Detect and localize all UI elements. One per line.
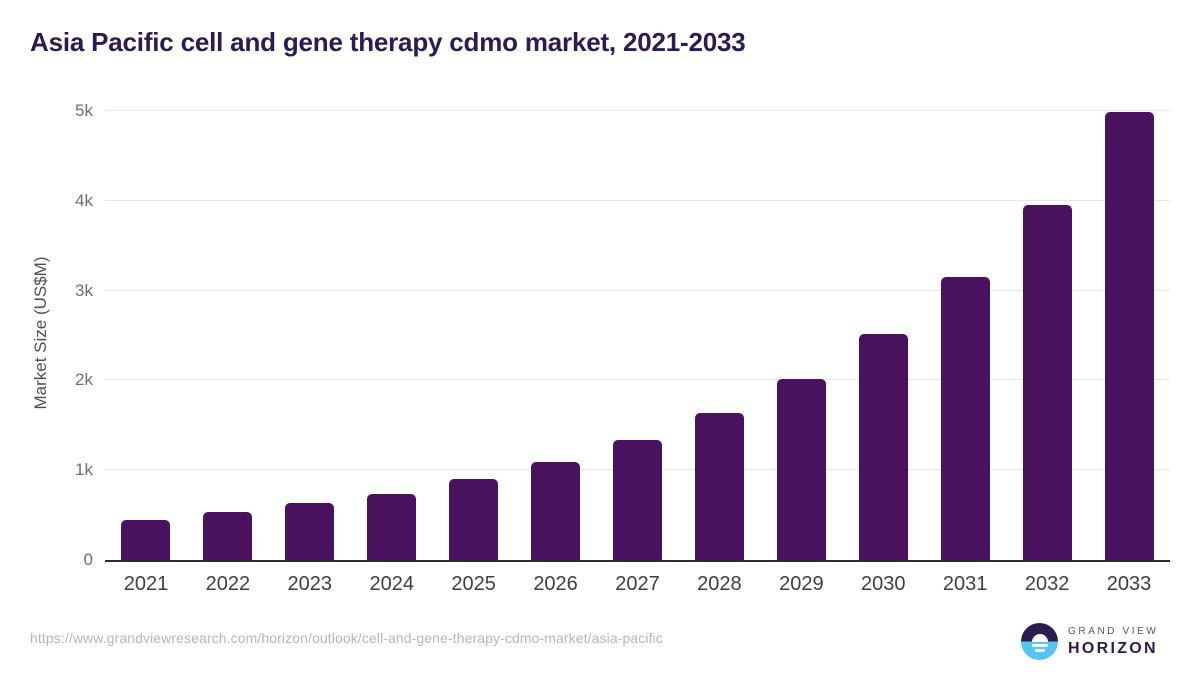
y-tick-label-2k: 2k — [75, 370, 93, 390]
bar-2030 — [858, 333, 908, 560]
gridline-4k — [105, 199, 1170, 201]
x-tick-label-2022: 2022 — [205, 573, 251, 595]
x-tick-label-2023: 2023 — [287, 573, 333, 595]
x-tick-label-2025: 2025 — [451, 573, 496, 595]
x-tick-label-2024: 2024 — [369, 573, 414, 595]
gridline-5k — [105, 110, 1170, 111]
chart-title: Asia Pacific cell and gene therapy cdmo … — [30, 27, 746, 57]
x-tick-label-2030: 2030 — [861, 573, 906, 595]
reflection-line-2 — [1034, 649, 1045, 652]
bar-2033 — [1104, 111, 1154, 560]
x-tick-label-2029: 2029 — [779, 573, 824, 595]
reflection-line-1 — [1031, 643, 1048, 647]
x-tick-label-2032: 2032 — [1024, 573, 1070, 595]
x-tick-label-2028: 2028 — [697, 573, 742, 595]
x-tick-label-2026: 2026 — [533, 573, 578, 595]
bar-2028 — [694, 412, 744, 560]
y-tick-label-3k: 3k — [75, 280, 93, 300]
y-tick-label-0: 0 — [83, 550, 93, 569]
logo-text: GRAND VIEW HORIZON — [1068, 626, 1158, 658]
bar-2031 — [940, 277, 990, 560]
bar-2027 — [613, 439, 662, 560]
bar-2026 — [531, 462, 581, 560]
y-tick-label-4k: 4k — [75, 190, 93, 210]
y-tick-label-1k: 1k — [75, 460, 93, 480]
logo-company-name: GRAND VIEW — [1068, 625, 1159, 637]
gridline-2k — [105, 379, 1170, 381]
bar-2029 — [776, 378, 826, 560]
bar-2024 — [367, 493, 417, 560]
x-tick-label-2031: 2031 — [942, 573, 988, 595]
bar-2025 — [449, 479, 499, 560]
sun-shape — [1031, 633, 1048, 642]
bar-2022 — [203, 511, 253, 560]
y-tick-label-5k: 5k — [75, 101, 93, 120]
horizon-sun-icon — [1021, 623, 1058, 660]
x-tick-label-2033: 2033 — [1106, 573, 1152, 595]
gridline-3k — [105, 289, 1170, 291]
brand-logo: GRAND VIEW HORIZON — [1021, 623, 1158, 660]
x-tick-label-2021: 2021 — [123, 573, 169, 595]
logo-product-name: HORIZON — [1068, 639, 1158, 657]
source-url: https://www.grandviewresearch.com/horizo… — [30, 630, 663, 646]
bar-2021 — [121, 519, 171, 560]
x-tick-label-2027: 2027 — [615, 573, 660, 595]
bar-2023 — [285, 503, 335, 560]
bar-2032 — [1022, 205, 1072, 560]
plot-area: 0 1k 2k 3k 4k 5k 2021 2022 2023 2024 2025 2026 2027 2… — [75, 101, 1170, 595]
